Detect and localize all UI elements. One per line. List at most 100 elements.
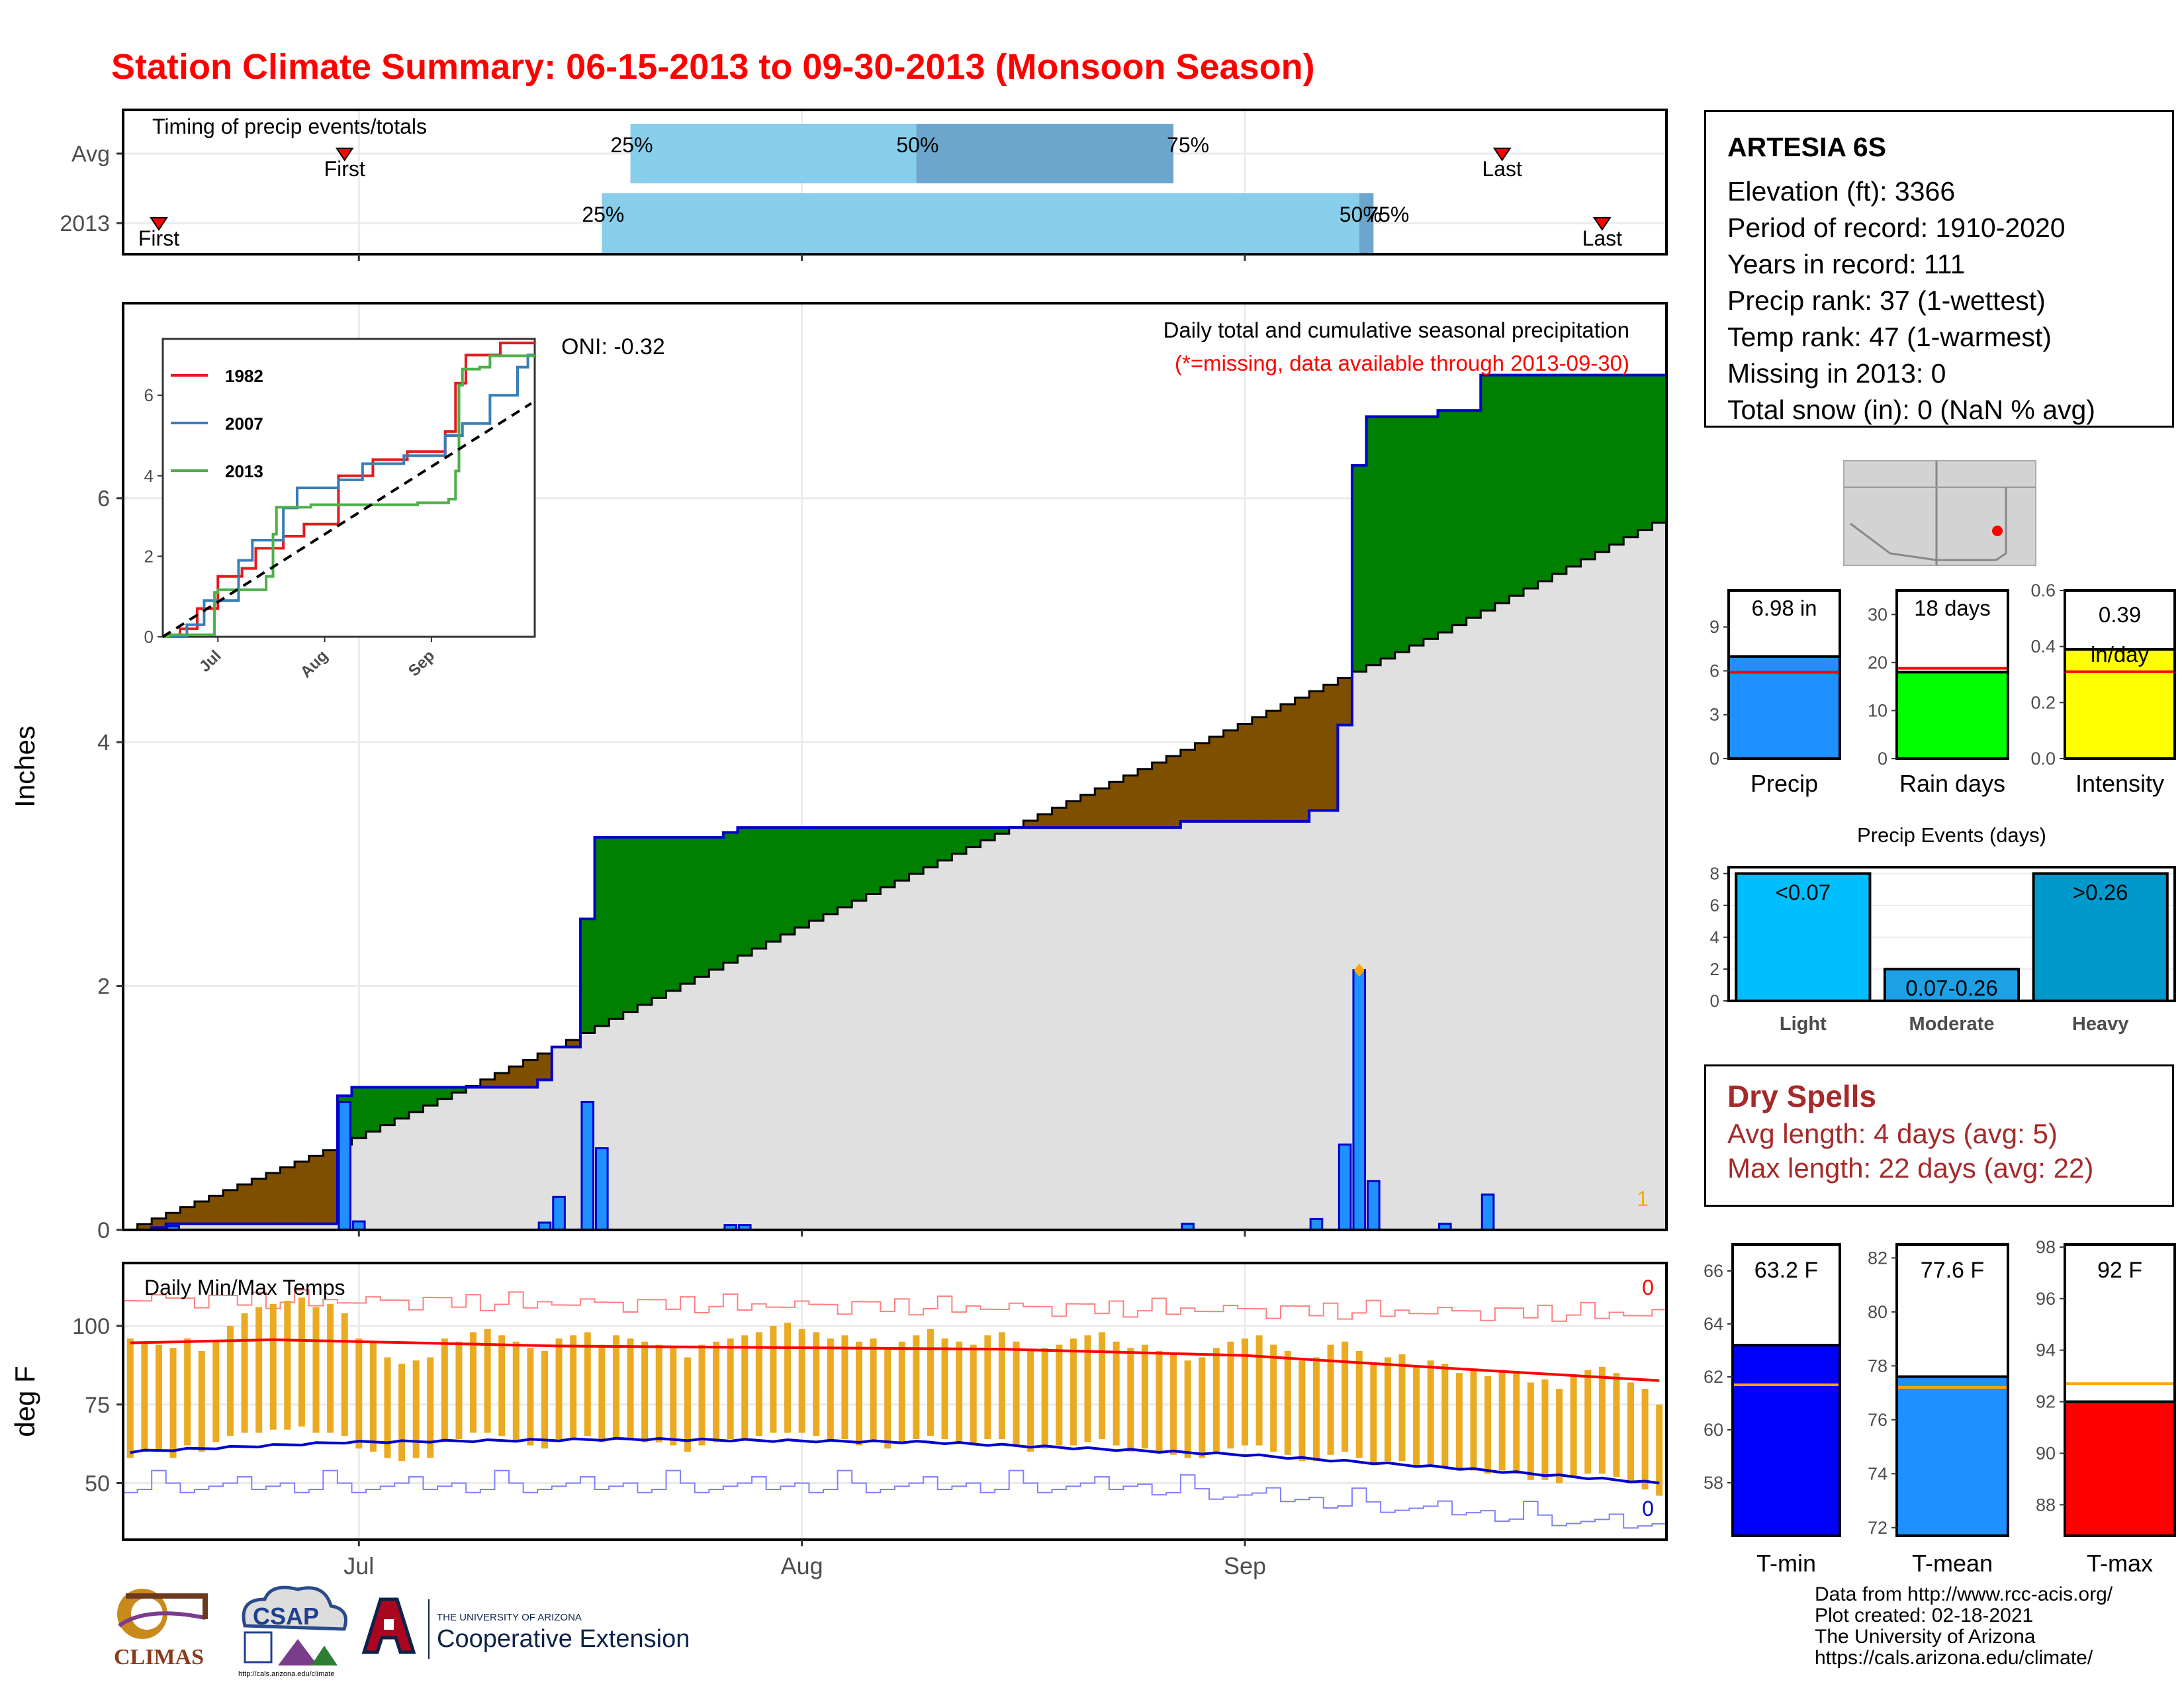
daily-temp-range-bar (1127, 1348, 1134, 1452)
daily-temp-range-bar (284, 1301, 291, 1430)
credit-line: https://cals.arizona.edu/climate/ (1815, 1647, 2093, 1669)
above-average-area (694, 837, 709, 977)
station-temp-rank: Temp rank: 47 (1-warmest) (1727, 322, 2052, 352)
event-bar-moderate (1883, 967, 2021, 1003)
csap-logo-text: CSAP (253, 1603, 319, 1630)
daily-temp-range-bar (484, 1329, 491, 1433)
daily-temp-range-bar (627, 1338, 634, 1439)
daily-temp-range-bar (856, 1341, 863, 1446)
daily-temp-range-bar (584, 1332, 591, 1436)
above-average-area (837, 827, 852, 908)
daily-temp-range-bar (1027, 1351, 1034, 1452)
above-average-area (651, 837, 667, 998)
above-average-area (580, 919, 596, 1033)
inset-legend-label-1982: 1982 (225, 366, 263, 386)
daily-temp-range-bar (1099, 1332, 1106, 1439)
daily-temp-range-bar (184, 1338, 191, 1446)
above-average-area (1537, 375, 1553, 581)
above-average-area (351, 1087, 367, 1139)
below-average-area (1251, 717, 1267, 821)
climas-logo: CLIMAS (114, 1589, 208, 1669)
above-average-area (937, 827, 952, 861)
climas-logo-text: CLIMAS (114, 1645, 204, 1669)
below-average-area (1180, 749, 1196, 821)
oni-label: ONI: -0.32 (561, 334, 665, 359)
below-average-area (1095, 788, 1110, 828)
timing-bar-25-50 (630, 124, 917, 183)
daily-temp-range-bar (298, 1297, 305, 1427)
below-average-area (1037, 814, 1053, 828)
event-category-label: Moderate (1909, 1013, 1995, 1035)
daily-temp-range-bar (212, 1341, 220, 1442)
events-y-tick-label: 8 (1710, 864, 1719, 884)
daily-temp-range-bar (1170, 1354, 1177, 1455)
tmin-panel-border (1731, 1243, 1841, 1537)
daily-temp-range-bar (1427, 1360, 1434, 1464)
timing-label-75: 75% (1167, 133, 1209, 157)
below-average-area (1123, 775, 1138, 828)
daily-temp-range-bar (655, 1344, 662, 1442)
tmin-y-tick-label: 64 (1704, 1314, 1723, 1334)
station-years: Years in record: 111 (1727, 249, 1966, 279)
tmean-y-tick-label: 82 (1868, 1248, 1888, 1268)
below-average-area (523, 1060, 538, 1088)
tmax-panel-border (2064, 1243, 2176, 1537)
precip-y-tick-label: 6 (97, 487, 110, 512)
tmin-category-label: T-min (1756, 1550, 1816, 1577)
intensity-value-unit: in/day (2091, 642, 2150, 667)
below-average-area (1338, 678, 1353, 726)
tmax-y-tick-label: 90 (2036, 1443, 2056, 1463)
daily-temp-range-bar (1041, 1348, 1048, 1449)
timing-row-label: Avg (71, 142, 110, 167)
daily-temp-range-bar (641, 1341, 649, 1442)
daily-temp-range-bar (455, 1341, 463, 1439)
temp-y-tick-label: 75 (85, 1393, 110, 1418)
daily-temp-range-bar (327, 1303, 334, 1433)
above-average-area (866, 827, 882, 894)
tmean-y-tick-label: 74 (1868, 1464, 1888, 1483)
below-average-area (323, 1150, 338, 1224)
precip-chart-title: Daily total and cumulative seasonal prec… (1163, 318, 1629, 342)
rain-days-value-label: 18 days (1914, 596, 1991, 620)
precip-corner-mark: 1 (1637, 1187, 1649, 1211)
daily-temp-range-bar (1212, 1348, 1220, 1452)
csap-url: http://cals.arizona.edu/climate (238, 1670, 335, 1678)
below-average-area (1080, 794, 1095, 828)
station-precip-rank: Precip rank: 37 (1-wettest) (1727, 285, 2046, 316)
below-average-area (280, 1167, 295, 1224)
daily-precip-bar (552, 1196, 566, 1231)
cumulative-precip-line (123, 373, 1666, 1231)
daily-temp-range-bar (612, 1335, 619, 1439)
station-location-marker (1992, 526, 2003, 536)
daily-temp-range-bar (570, 1335, 577, 1439)
below-average-area (1266, 710, 1281, 821)
above-average-area (752, 827, 767, 949)
timing-last-label: Last (1582, 226, 1623, 250)
above-average-area (666, 837, 681, 991)
above-average-area (823, 827, 839, 914)
above-average-area (1652, 375, 1667, 523)
tmin-y-tick-label: 58 (1704, 1473, 1723, 1493)
daily-temp-range-bar (1613, 1373, 1620, 1477)
daily-temp-range-bar (927, 1329, 934, 1436)
above-average-area (923, 827, 938, 867)
daily-temp-range-bar (1056, 1344, 1063, 1446)
above-average-area (1524, 375, 1539, 589)
timing-last-label: Last (1482, 157, 1522, 181)
inset-series-line-2013 (163, 354, 535, 638)
daily-temp-range-bar (1084, 1335, 1091, 1442)
below-average-area (509, 1066, 524, 1088)
below-average-area (1323, 684, 1338, 811)
above-average-area (1381, 416, 1396, 659)
daily-temp-range-bar (1156, 1351, 1163, 1452)
daily-temp-range-bar (412, 1360, 420, 1458)
inset-y-tick-label: 4 (144, 466, 154, 486)
daily-temp-range-bar (1312, 1357, 1320, 1462)
below-average-area (1052, 808, 1067, 828)
daily-temp-range-bar (126, 1338, 134, 1458)
avg-cumulative-area (123, 522, 1666, 1231)
event-bar-light (1735, 872, 1872, 1002)
below-average-area (265, 1173, 281, 1224)
daily-temp-range-bar (884, 1348, 891, 1449)
daily-temp-range-bar (355, 1338, 363, 1449)
